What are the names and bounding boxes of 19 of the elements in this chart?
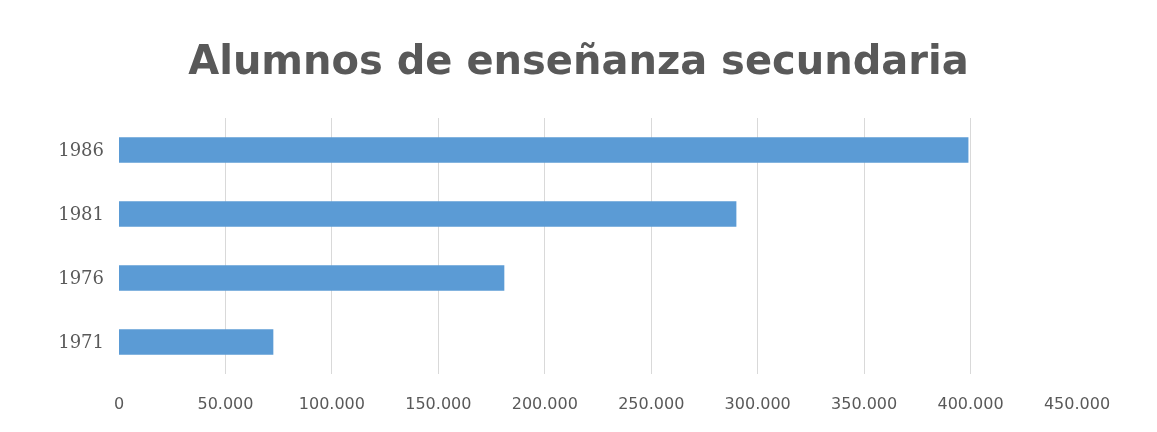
x-tick-label: 100.000 <box>298 394 365 413</box>
x-tick-label: 50.000 <box>197 394 254 413</box>
x-tick-label: 150.000 <box>405 394 472 413</box>
x-tick-label: 0 <box>113 394 125 413</box>
x-tick-label: 450.000 <box>1043 394 1111 413</box>
x-tick-label: 300.000 <box>724 394 791 413</box>
bar <box>119 329 274 355</box>
y-tick-label: 1986 <box>58 139 104 161</box>
chart-title: Alumnos de enseñanza secundaria <box>188 37 969 84</box>
bar <box>119 265 505 291</box>
y-tick-label: 1976 <box>58 267 104 289</box>
y-tick-label: 1971 <box>58 331 104 353</box>
y-tick-label: 1981 <box>58 203 104 225</box>
bar <box>119 137 969 163</box>
x-tick-label: 400.000 <box>937 394 1004 413</box>
bar <box>119 201 737 227</box>
x-tick-label: 200.000 <box>511 394 578 413</box>
x-tick-label: 350.000 <box>831 394 898 413</box>
x-tick-label: 250.000 <box>618 394 685 413</box>
